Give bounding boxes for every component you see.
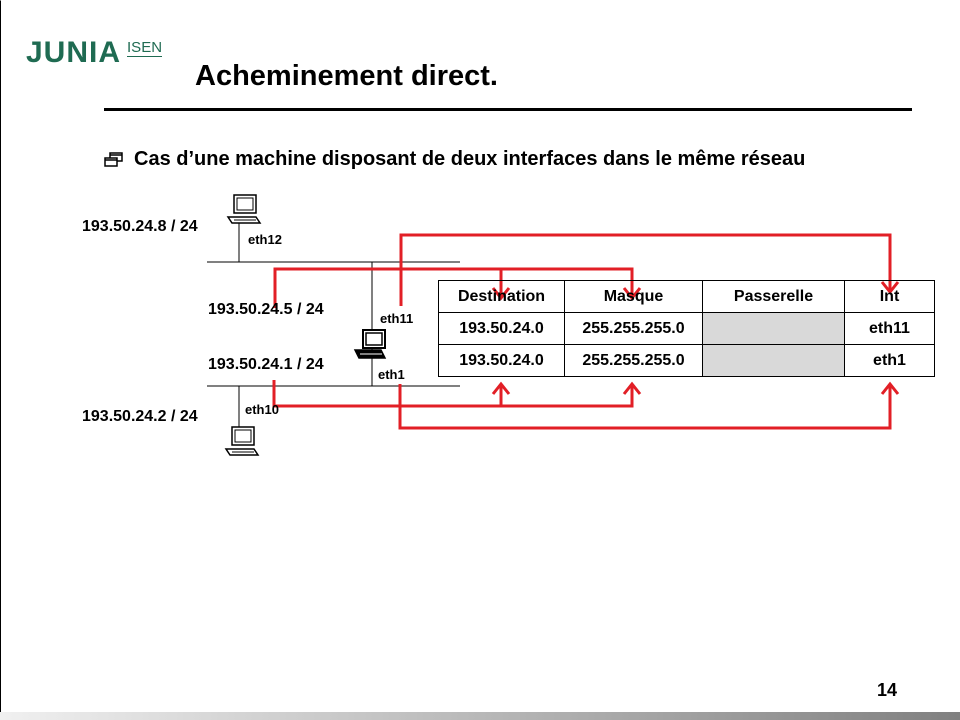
header-interface: Int [844,280,935,313]
arrowhead-destination-row2 [491,381,511,395]
page-number: 14 [877,680,898,700]
table-header-row: Destination Masque Passerelle Int [438,280,935,313]
header-destination: Destination [438,280,565,313]
title-divider [104,108,912,111]
arrowhead-int-row2 [880,381,900,395]
junia-isen-logo: JUNIA ISEN [26,36,163,69]
arrow-eth1-to-int [398,384,892,430]
row1-destination: 193.50.24.0 [438,312,565,345]
slide-title: Acheminement direct. [195,60,498,92]
row2-mask: 255.255.255.0 [564,344,703,377]
bottom-host-computer-icon [224,426,260,456]
top-host-ip: 193.50.24.8 / 24 [82,218,198,235]
bottom-host-ip: 193.50.24.2 / 24 [82,408,198,425]
row2-destination: 193.50.24.0 [438,344,565,377]
arrowhead-mask-row2 [622,381,642,395]
router-interface-a: eth11 [380,311,414,326]
row2-gateway [702,344,845,377]
routing-table: Destination Masque Passerelle Int 193.50… [438,280,935,377]
logo-brand: JUNIA [26,36,122,69]
bottom-host-interface: eth10 [245,402,279,417]
logo-sub: ISEN [127,39,163,57]
arrow-ip-to-row2 [272,380,634,408]
header-gateway: Passerelle [702,280,845,313]
table-row: 193.50.24.0 255.255.255.0 eth1 [438,344,935,377]
top-host-computer-icon [226,194,262,224]
row1-mask: 255.255.255.0 [564,312,703,345]
router-computer-icon [353,329,387,359]
header-mask: Masque [564,280,703,313]
bullet-point: Cas d’une machine disposant de deux inte… [104,148,805,171]
row1-interface: eth11 [844,312,935,345]
row1-gateway [702,312,845,345]
router-ip-b: 193.50.24.1 / 24 [208,356,324,373]
window-bullet-icon [104,151,123,167]
router-ip-a: 193.50.24.5 / 24 [208,301,324,318]
top-host-interface: eth12 [248,232,282,247]
bullet-text: Cas d’une machine disposant de deux inte… [134,148,806,170]
router-interface-b: eth1 [378,367,405,382]
row2-interface: eth1 [844,344,935,377]
table-row: 193.50.24.0 255.255.255.0 eth11 [438,312,935,345]
footer-gradient-bar [0,712,960,720]
